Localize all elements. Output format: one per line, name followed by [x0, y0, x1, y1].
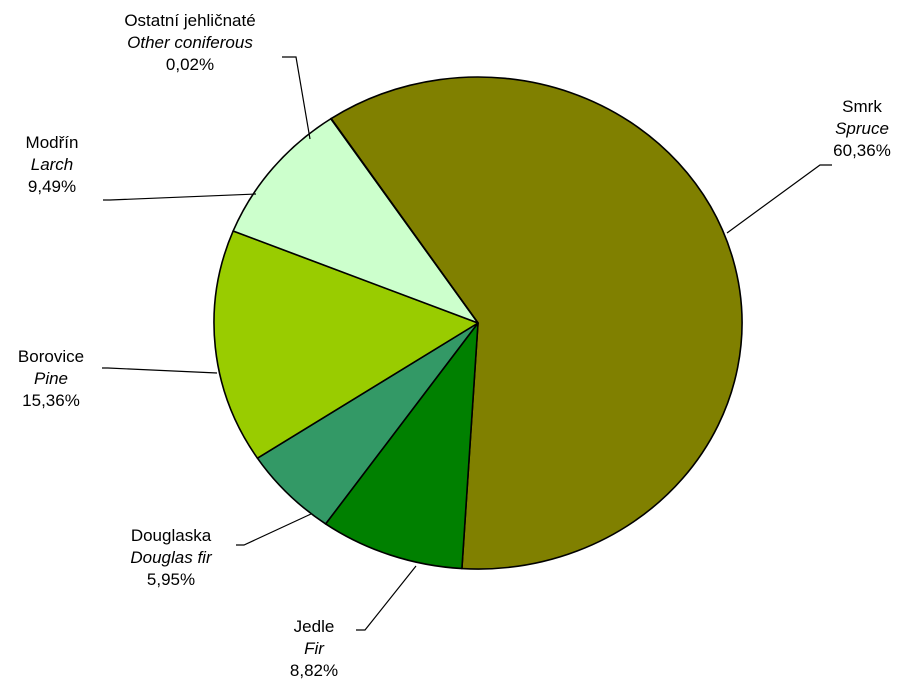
pie-slice-larch	[232, 117, 479, 324]
data-label-other-coniferous: Ostatní jehličnaté Other coniferous 0,02%	[124, 11, 255, 74]
label-value: 15,36%	[22, 391, 80, 410]
label-name-en: Spruce	[835, 119, 889, 138]
data-label-spruce: Smrk Spruce 60,36%	[833, 97, 891, 160]
data-label-fir: Jedle Fir 8,82%	[290, 617, 338, 680]
data-label-larch: Modřín Larch 9,49%	[26, 133, 79, 196]
label-name-cz: Jedle	[294, 617, 335, 636]
data-labels-layer: SmrkSpruce60,36%JedleFir8,82%DouglaskaDo…	[18, 11, 891, 680]
label-name-en: Fir	[304, 639, 325, 658]
leader-line-other-coniferous	[282, 56, 311, 140]
label-value: 5,95%	[147, 570, 195, 589]
leader-line-larch	[103, 193, 257, 201]
label-name-cz: Modřín	[26, 133, 79, 152]
leader-line-pine	[102, 367, 218, 374]
data-label-pine: Borovice Pine 15,36%	[18, 347, 84, 410]
pie-slice-other-coniferous	[330, 117, 479, 324]
label-name-en: Douglas fir	[130, 548, 213, 567]
pie-slice-pine	[213, 230, 479, 459]
label-name-cz: Borovice	[18, 347, 84, 366]
label-name-en: Pine	[34, 369, 68, 388]
label-name-cz: Douglaska	[131, 526, 212, 545]
label-name-en: Other coniferous	[127, 33, 253, 52]
label-value: 60,36%	[833, 141, 891, 160]
label-name-en: Larch	[31, 155, 74, 174]
leader-line-spruce	[726, 164, 832, 234]
label-value: 8,82%	[290, 661, 338, 680]
label-value: 0,02%	[166, 55, 214, 74]
leader-line-douglas-fir	[236, 513, 312, 546]
label-value: 9,49%	[28, 177, 76, 196]
data-label-douglas-fir: Douglaska Douglas fir 5,95%	[130, 526, 213, 589]
leader-line-fir	[356, 565, 417, 631]
leader-lines-layer	[102, 56, 832, 631]
label-name-cz: Ostatní jehličnaté	[124, 11, 255, 30]
slices-layer	[213, 76, 743, 570]
label-name-cz: Smrk	[842, 97, 882, 116]
pie-slice-fir	[324, 322, 479, 570]
pie-slice-spruce	[330, 76, 743, 570]
